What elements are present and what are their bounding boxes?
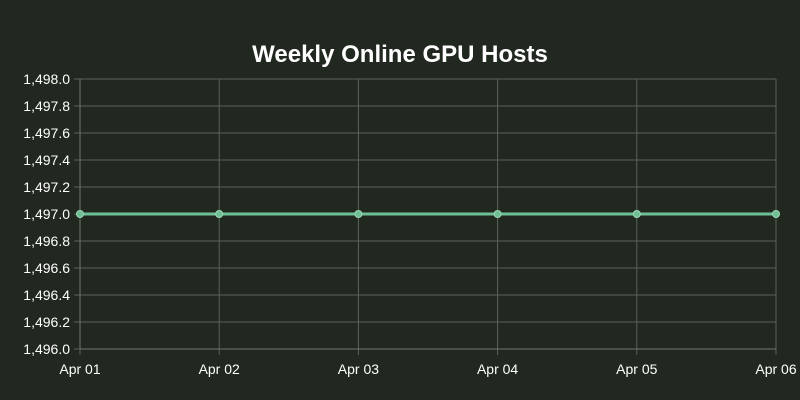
y-tick-label: 1,496.6: [23, 260, 70, 276]
x-tick-label: Apr 03: [338, 361, 379, 377]
y-axis-tick-labels: 1,496.0 1,496.2 1,496.4 1,496.6 1,496.8 1,497…: [23, 71, 70, 357]
data-point: [493, 210, 502, 218]
series: [76, 210, 780, 218]
x-tick-label: Apr 01: [59, 361, 100, 377]
y-tick-label: 1,496.0: [23, 341, 70, 357]
y-tick-label: 1,497.2: [23, 179, 70, 195]
x-tick-label: Apr 05: [616, 361, 657, 377]
y-tick-label: 1,497.8: [23, 98, 70, 114]
y-tick-label: 1,497.4: [23, 152, 70, 168]
chart-title: Weekly Online GPU Hosts: [252, 41, 548, 68]
y-tick-label: 1,497.0: [23, 206, 70, 222]
y-tick-label: 1,497.6: [23, 125, 70, 141]
data-point: [354, 210, 363, 218]
data-point: [76, 210, 84, 218]
x-tick-label: Apr 04: [477, 361, 518, 377]
x-axis-tick-labels: Apr 01 Apr 02 Apr 03 Apr 04 Apr 05 Apr 06: [59, 361, 796, 377]
x-tick-label: Apr 02: [199, 361, 240, 377]
data-point: [772, 210, 780, 218]
y-tick-label: 1,498.0: [23, 71, 70, 87]
data-point: [215, 210, 224, 218]
y-tick-label: 1,496.8: [23, 233, 70, 249]
data-point: [632, 210, 641, 218]
y-tick-label: 1,496.2: [23, 314, 70, 330]
x-tick-label: Apr 06: [755, 361, 796, 377]
y-tick-label: 1,496.4: [23, 287, 70, 303]
